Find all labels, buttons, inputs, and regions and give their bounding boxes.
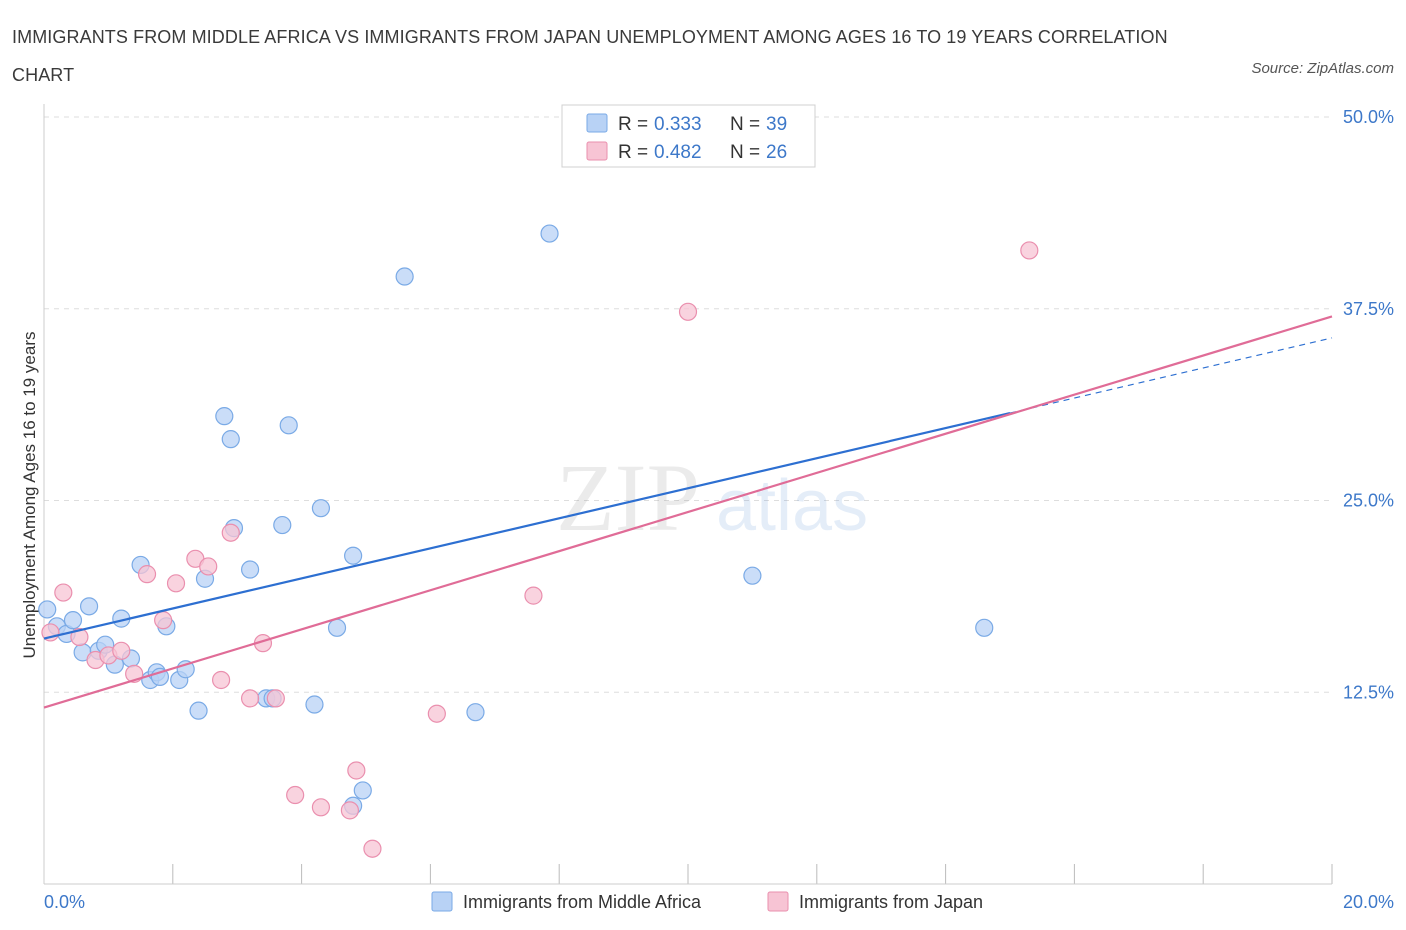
legend-swatch-japan <box>586 141 608 161</box>
point-japan <box>240 689 260 708</box>
legend-n-value-0: 39 <box>766 114 787 135</box>
point-middle-africa <box>79 597 99 616</box>
trendline-japan <box>43 315 1333 709</box>
point-middle-africa <box>327 618 347 637</box>
point-japan <box>340 801 359 820</box>
y-tick-label: 25.0% <box>1343 491 1394 511</box>
point-middle-africa <box>395 267 414 286</box>
point-middle-africa <box>63 611 83 630</box>
bottom-legend-label-middle-africa: Immigrants from Middle Africa <box>463 892 702 912</box>
bottom-legend-swatch-japan <box>767 891 789 912</box>
chart-title: IMMIGRANTS FROM MIDDLE AFRICA VS IMMIGRA… <box>12 27 1168 85</box>
legend-r-value-1: 0.482 <box>654 142 702 163</box>
point-middle-africa <box>311 499 331 518</box>
y-tick-label: 12.5% <box>1343 682 1394 702</box>
legend-n-label-0: N = <box>730 114 760 135</box>
x-tick-label-max: 20.0% <box>1343 892 1394 912</box>
point-japan <box>1020 241 1039 260</box>
point-japan <box>112 641 131 660</box>
point-japan <box>212 670 231 690</box>
point-middle-africa <box>743 566 762 585</box>
point-middle-africa <box>215 407 234 426</box>
point-middle-africa <box>189 701 208 720</box>
point-middle-africa <box>540 224 559 243</box>
y-tick-label: 37.5% <box>1343 299 1394 319</box>
y-axis-tick-labels: 12.5% 25.0% 37.5% 50.0% <box>1343 107 1394 702</box>
point-middle-africa <box>305 695 324 714</box>
point-middle-africa <box>466 703 485 722</box>
point-japan <box>54 583 73 602</box>
point-japan <box>199 557 218 576</box>
legend-swatch-middle-africa <box>586 113 608 133</box>
gridlines <box>44 116 1332 693</box>
bottom-legend-swatch-middle-africa <box>431 891 453 912</box>
trendline-middle-africa-extension <box>1009 337 1333 414</box>
legend-r-label-0: R = <box>618 114 648 135</box>
point-japan <box>678 302 698 321</box>
point-middle-africa <box>240 560 260 579</box>
point-middle-africa <box>221 430 240 449</box>
chart-source: Source: ZipAtlas.com <box>1251 60 1394 77</box>
point-japan <box>311 798 331 817</box>
legend: R = 0.333 N = 39 R = 0.482 N = 26 <box>561 104 816 168</box>
y-tick-label: 50.0% <box>1343 107 1394 127</box>
point-japan <box>70 627 89 647</box>
point-japan <box>137 565 157 584</box>
point-middle-africa <box>279 416 298 435</box>
y-axis-title: Unemployment Among Ages 16 to 19 years <box>20 332 39 659</box>
point-middle-africa <box>38 600 57 619</box>
watermark: ZIP atlas <box>556 444 868 551</box>
point-japan <box>166 574 186 593</box>
x-tick-label-min: 0.0% <box>44 892 85 912</box>
series-japan-points <box>41 241 1039 858</box>
trendlines <box>43 315 1333 709</box>
legend-r-label-1: R = <box>618 142 648 163</box>
point-japan <box>154 611 173 630</box>
point-japan <box>524 586 543 605</box>
point-middle-africa <box>273 515 292 535</box>
bottom-legend: Immigrants from Middle Africa Immigrants… <box>431 891 983 912</box>
point-middle-africa <box>353 781 372 800</box>
point-middle-africa <box>344 546 363 565</box>
point-middle-africa <box>975 618 994 637</box>
point-japan <box>363 839 382 858</box>
point-japan <box>347 761 366 780</box>
point-japan <box>286 785 305 805</box>
point-japan <box>427 704 446 723</box>
point-japan <box>266 689 285 708</box>
legend-n-label-1: N = <box>730 142 760 163</box>
x-axis-ticks <box>172 864 1333 884</box>
trendline-middle-africa <box>43 411 1011 640</box>
watermark-zip: ZIP <box>556 444 700 551</box>
legend-r-value-0: 0.333 <box>654 114 702 135</box>
legend-n-value-1: 26 <box>766 142 787 163</box>
point-japan <box>221 523 240 542</box>
bottom-legend-label-japan: Immigrants from Japan <box>799 892 983 912</box>
watermark-atlas: atlas <box>716 466 868 546</box>
